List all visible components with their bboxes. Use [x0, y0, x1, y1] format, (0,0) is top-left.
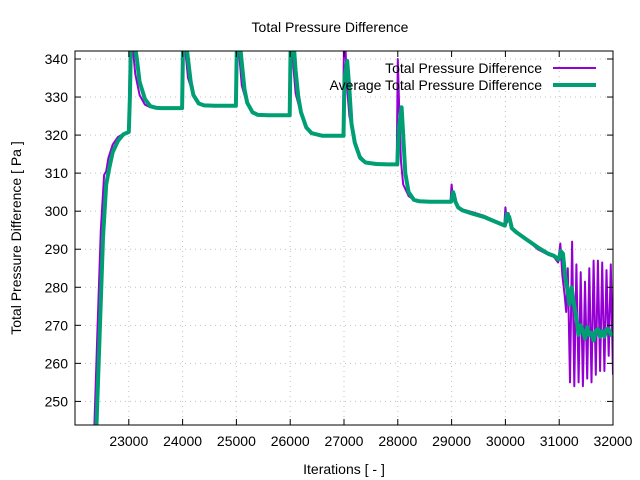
legend-label-total: Total Pressure Difference — [385, 60, 542, 76]
x-tick-label: 26000 — [271, 433, 310, 449]
x-tick-label: 28000 — [378, 433, 417, 449]
x-tick-label: 27000 — [325, 433, 364, 449]
legend-label-average: Average Total Pressure Difference — [330, 77, 543, 93]
series-group — [93, 51, 613, 425]
y-tick-label: 250 — [45, 393, 69, 409]
y-tick-label: 300 — [45, 203, 69, 219]
y-tick-label: 280 — [45, 279, 69, 295]
x-axis-title: Iterations [ - ] — [303, 461, 385, 477]
x-tick-label: 23000 — [109, 433, 148, 449]
y-tick-label: 290 — [45, 241, 69, 257]
chart-title: Total Pressure Difference — [252, 19, 409, 35]
y-tick-labels: 250 260 270 280 290 300 310 320 330 340 — [45, 51, 69, 409]
x-tick-label: 25000 — [217, 433, 256, 449]
legend: Total Pressure Difference Average Total … — [330, 60, 596, 93]
y-tick-label: 340 — [45, 51, 69, 67]
y-tick-label: 260 — [45, 355, 69, 371]
x-tick-label: 29000 — [432, 433, 471, 449]
x-tick-labels: 23000 24000 25000 26000 27000 28000 29000 30000… — [109, 433, 632, 449]
series-line-average — [94, 51, 613, 425]
x-tick-label: 31000 — [540, 433, 579, 449]
y-tick-label: 320 — [45, 127, 69, 143]
y-tick-label: 310 — [45, 165, 69, 181]
axis-ticks — [75, 51, 614, 425]
x-tick-label: 24000 — [163, 433, 202, 449]
x-tick-label: 32000 — [594, 433, 633, 449]
y-axis-title: Total Pressure Difference [ Pa ] — [8, 141, 24, 335]
y-tick-label: 270 — [45, 317, 69, 333]
y-tick-label: 330 — [45, 89, 69, 105]
x-tick-label: 30000 — [486, 433, 525, 449]
